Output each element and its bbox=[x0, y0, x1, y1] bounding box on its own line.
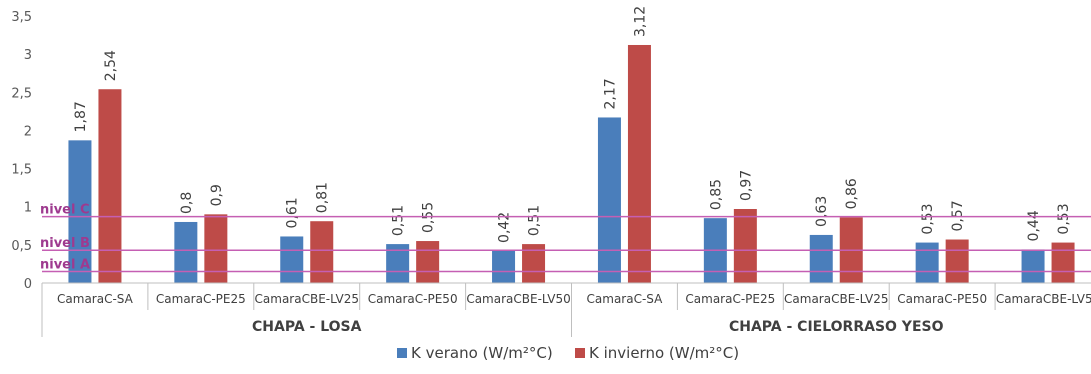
data-label: 0,42 bbox=[497, 212, 513, 243]
data-label: 1,87 bbox=[73, 101, 89, 132]
bar bbox=[597, 117, 621, 284]
data-label: 0,8 bbox=[179, 192, 195, 214]
data-label: 0,97 bbox=[738, 170, 754, 201]
data-label: 2,54 bbox=[103, 50, 119, 81]
data-label: 0,9 bbox=[209, 184, 225, 206]
category-label: CamaraCBE-LV25 bbox=[784, 292, 888, 306]
bar bbox=[310, 221, 334, 283]
bar bbox=[522, 244, 546, 283]
data-labels: 1,87 2,54 0,8 0,9 0,61 0,81 0,51 0,55 0,42 0,51 2,… bbox=[73, 6, 1072, 243]
bars bbox=[68, 44, 1075, 284]
reference-lines: nivel C nivel B nivel A bbox=[40, 203, 1091, 273]
y-tick-label: 2 bbox=[24, 124, 32, 139]
bar bbox=[68, 140, 92, 283]
bar bbox=[915, 242, 939, 283]
legend-swatch bbox=[397, 348, 407, 358]
bar bbox=[98, 89, 122, 283]
x-axis: CamaraC-SA CamaraC-PE25 CamaraCBE-LV25 Cama… bbox=[41, 282, 1091, 337]
bar bbox=[1021, 249, 1045, 283]
bar bbox=[416, 241, 440, 283]
bar bbox=[204, 214, 228, 283]
data-label: 0,81 bbox=[315, 182, 331, 213]
data-label: 0,44 bbox=[1026, 210, 1042, 241]
y-tick-label: 2,5 bbox=[11, 86, 32, 101]
y-tick-label: 3,5 bbox=[11, 10, 32, 25]
bar bbox=[492, 250, 516, 283]
bar bbox=[627, 44, 651, 283]
category-label: CamaraCBE-LV50 bbox=[996, 292, 1091, 306]
data-label: 0,61 bbox=[285, 197, 301, 228]
y-tick-label: 1 bbox=[24, 201, 32, 216]
bar bbox=[174, 221, 198, 283]
y-tick-label: 1,5 bbox=[11, 163, 32, 178]
bar bbox=[1051, 242, 1075, 283]
bar bbox=[733, 209, 757, 283]
legend-swatch bbox=[575, 348, 585, 358]
data-label: 0,51 bbox=[527, 205, 543, 236]
y-tick-label: 3 bbox=[24, 48, 32, 63]
group-label: CHAPA - CIELORRASO YESO bbox=[729, 319, 944, 335]
y-axis: 0 0,5 1 1,5 2 2,5 3 3,5 bbox=[11, 10, 32, 292]
data-label: 0,86 bbox=[844, 178, 860, 209]
data-label: 2,17 bbox=[602, 78, 618, 109]
data-label: 0,53 bbox=[920, 203, 936, 234]
category-label: CamaraCBE-LV50 bbox=[466, 292, 570, 306]
bar bbox=[386, 244, 410, 283]
data-label: 0,55 bbox=[421, 202, 437, 233]
bar bbox=[280, 236, 304, 283]
category-label: CamaraCBE-LV25 bbox=[255, 292, 359, 306]
data-label: 0,51 bbox=[391, 205, 407, 236]
category-label: CamaraC-PE25 bbox=[156, 292, 246, 306]
category-label: CamaraC-PE50 bbox=[897, 292, 987, 306]
category-label: CamaraC-PE50 bbox=[368, 292, 458, 306]
bar bbox=[945, 239, 969, 283]
y-tick-label: 0,5 bbox=[11, 239, 32, 254]
reference-line-label: nivel B bbox=[40, 236, 90, 251]
data-label: 0,85 bbox=[708, 179, 724, 210]
reference-line-label: nivel A bbox=[40, 258, 90, 273]
reference-line-label: nivel C bbox=[40, 203, 90, 218]
legend-label: K invierno (W/m²°C) bbox=[589, 344, 739, 362]
category-label: CamaraC-SA bbox=[587, 292, 664, 306]
category-label: CamaraC-SA bbox=[57, 292, 134, 306]
bar bbox=[809, 234, 833, 283]
data-label: 3,12 bbox=[632, 6, 648, 37]
legend: K verano (W/m²°C) K invierno (W/m²°C) bbox=[397, 344, 739, 362]
data-label: 0,53 bbox=[1056, 203, 1072, 234]
category-label: CamaraC-PE25 bbox=[685, 292, 775, 306]
legend-label: K verano (W/m²°C) bbox=[411, 344, 553, 362]
data-label: 0,63 bbox=[814, 196, 830, 227]
y-tick-label: 0 bbox=[24, 277, 32, 292]
group-label: CHAPA - LOSA bbox=[252, 319, 362, 335]
